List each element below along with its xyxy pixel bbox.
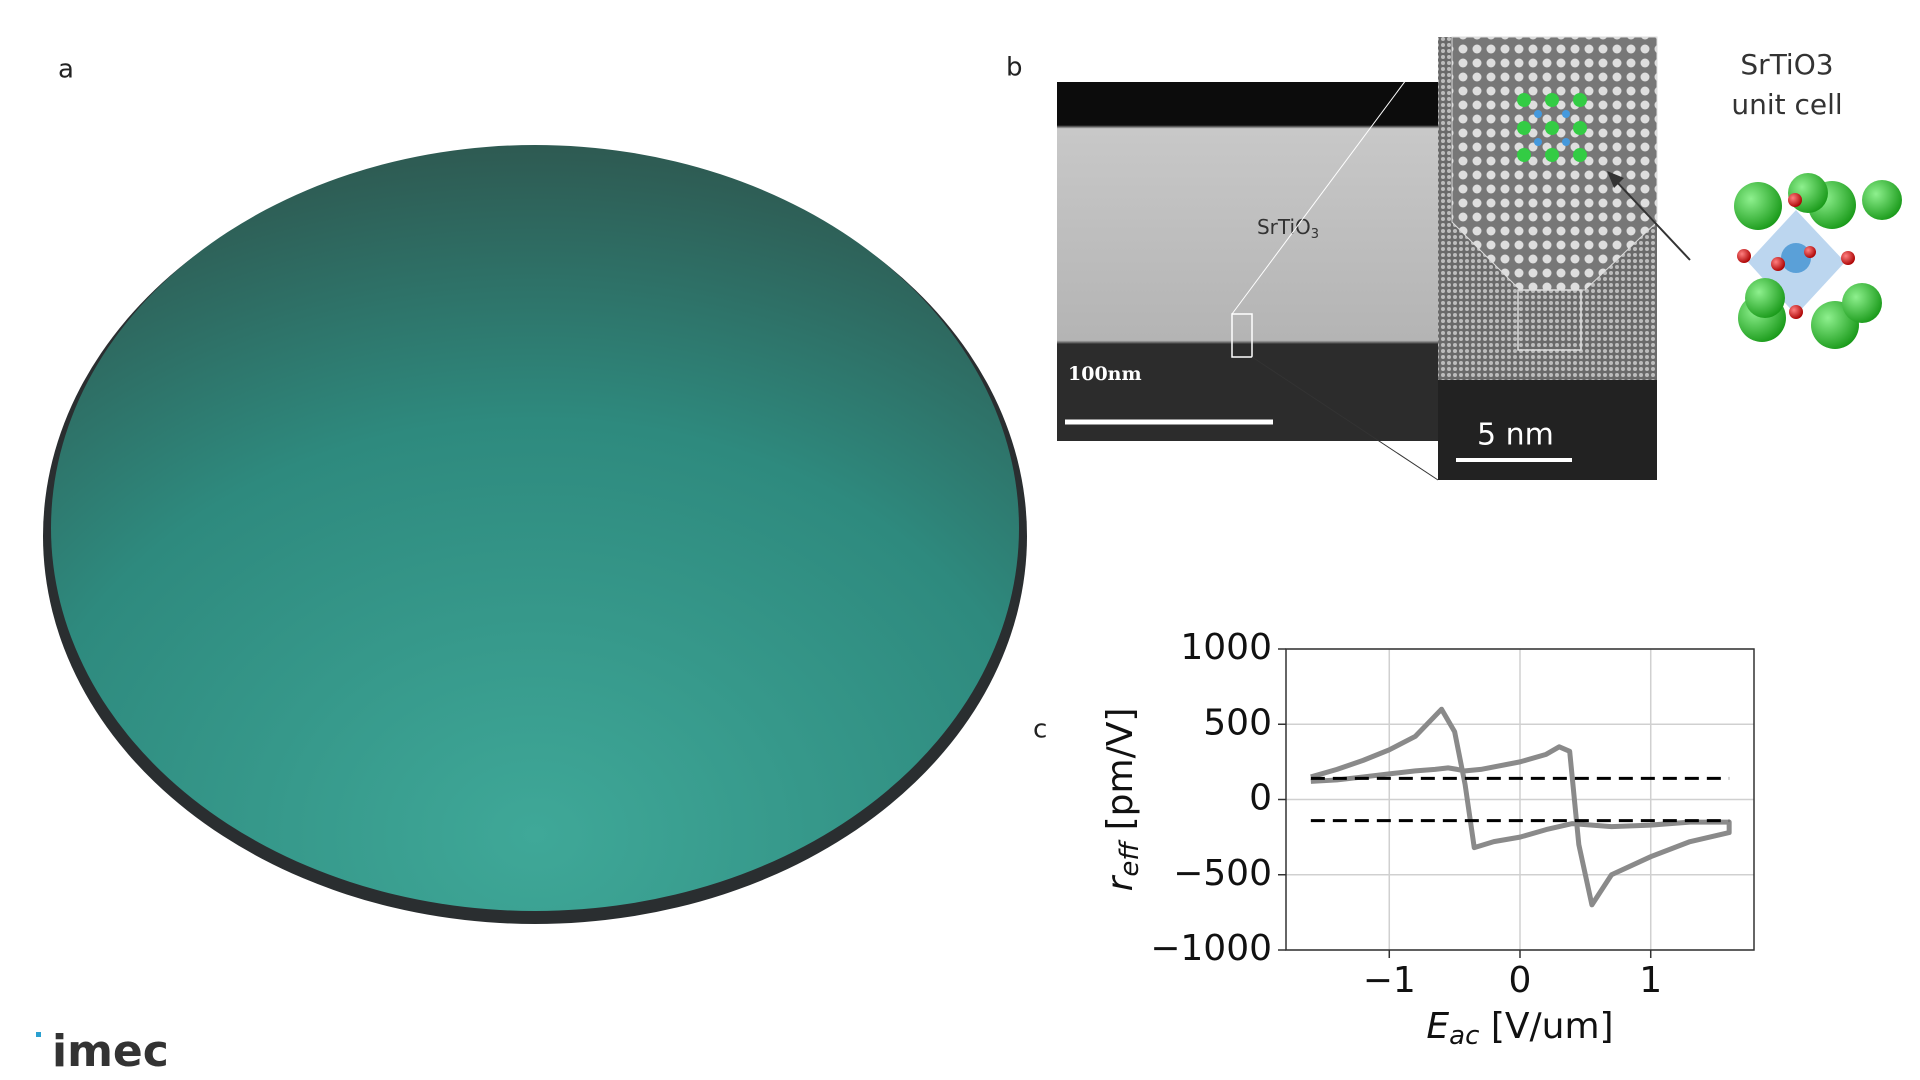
zoom-box xyxy=(1517,289,1582,351)
axis-label-sub: eff xyxy=(1115,839,1145,877)
hrtem-zoom xyxy=(1451,36,1658,291)
y-tick-label: 0 xyxy=(1249,778,1272,819)
tem-material-text: SrTiO xyxy=(1257,215,1311,239)
scale-label: 5 nm xyxy=(1477,418,1554,453)
zoom-line xyxy=(1251,356,1439,481)
tem-image xyxy=(1057,82,1438,441)
unit-cell-title: SrTiO3 xyxy=(1740,48,1833,81)
axis-label-base: r xyxy=(1100,874,1141,891)
y-tick-label: 500 xyxy=(1203,702,1272,743)
logo: imec xyxy=(52,1026,169,1077)
panel-label: c xyxy=(1033,715,1047,745)
y-tick-label: −500 xyxy=(1173,853,1272,894)
axis-label: reff [pm/V] xyxy=(1100,708,1145,892)
plot-frame xyxy=(1285,648,1755,951)
axis-label-sub: ac xyxy=(1449,1021,1479,1051)
panel-label: b xyxy=(1006,53,1023,83)
zoom-box xyxy=(1231,313,1253,358)
x-tick-label: 0 xyxy=(1509,960,1532,1001)
arrow-head xyxy=(1607,171,1624,188)
atom-overlay xyxy=(1517,93,1587,162)
logo-dot xyxy=(36,1032,41,1037)
tem-material: SrTiO3 xyxy=(1257,215,1319,242)
unit-cell xyxy=(1734,173,1902,349)
axis-label-unit: [V/um] xyxy=(1479,1006,1613,1047)
axis-label-base: E xyxy=(1426,1006,1449,1047)
data-line xyxy=(1310,706,1732,908)
arrow xyxy=(1614,179,1691,261)
hrtem-substrate xyxy=(1438,380,1657,480)
x-tick-label: −1 xyxy=(1363,960,1416,1001)
y-tick-label: −1000 xyxy=(1150,928,1272,969)
tem-material-sub: 3 xyxy=(1311,227,1319,242)
y-tick-label: 1000 xyxy=(1180,627,1272,668)
zoom-line xyxy=(1231,36,1439,315)
panel-label: a xyxy=(58,55,74,85)
x-tick-label: 1 xyxy=(1639,960,1662,1001)
wafer xyxy=(51,145,1019,911)
axis-label-unit: [pm/V] xyxy=(1100,708,1141,842)
axis-label: Eac [V/um] xyxy=(1426,1006,1613,1051)
unit-cell-subtitle: unit cell xyxy=(1731,88,1842,121)
chart: −1000 −500 0 500 1000 −1 0 1 Eac [V/um] reff [pm/… xyxy=(1100,627,1755,1051)
scale-label: 100nm xyxy=(1068,363,1142,385)
